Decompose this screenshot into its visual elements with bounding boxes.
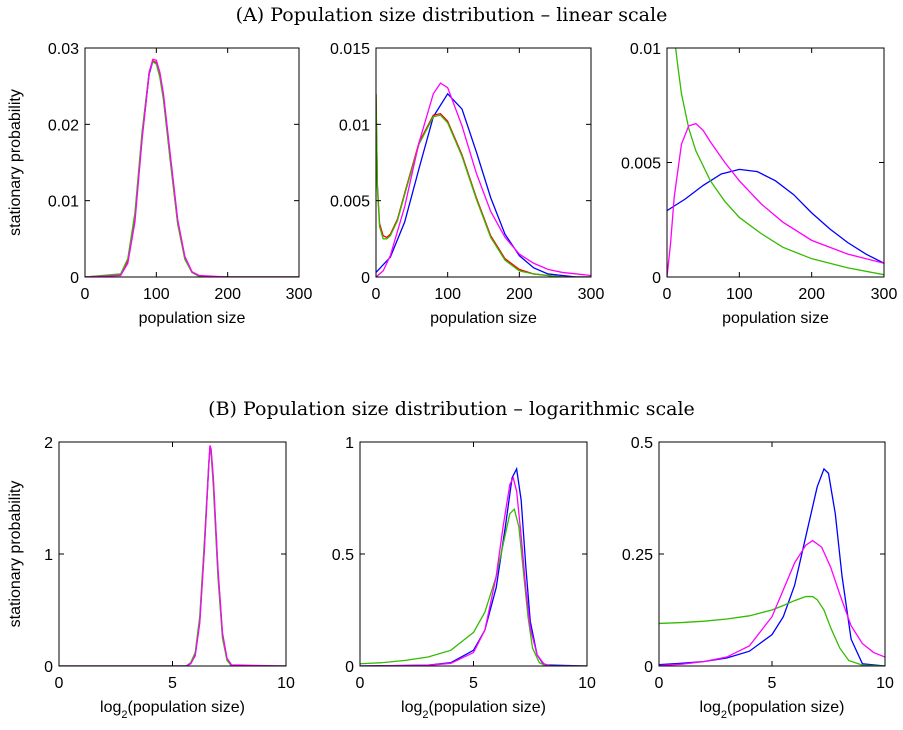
series-line-1 (659, 595, 885, 666)
x-tick-label: 0 (81, 286, 90, 303)
x-tick-label: 100 (726, 286, 753, 303)
x-tick-label: 300 (871, 286, 898, 303)
x-tick-label: 100 (143, 286, 170, 303)
series-line-1 (674, 48, 884, 276)
series-line-1 (59, 448, 286, 666)
x-tick-label: 10 (876, 675, 894, 692)
panel-b3: 0 5 10 0 0.25 0.5 log2(population size) (622, 435, 894, 721)
plot-frame (375, 47, 592, 278)
y-tick-label: 2 (44, 435, 53, 452)
series-line-0 (59, 447, 286, 666)
series-line-3 (85, 58, 299, 277)
series-line-2 (659, 539, 885, 666)
plot-frame (58, 441, 287, 667)
x-tick-label: 0 (655, 675, 664, 692)
series-line-2 (59, 445, 286, 666)
panel-a3: 0 100 200 300 0 0.005 0.01 population size (621, 41, 898, 327)
y-tick-label: 0 (70, 270, 79, 287)
x-tick-label: 0 (55, 675, 64, 692)
x-tick-label: 10 (578, 675, 596, 692)
y-axis-label: stationary probability (7, 89, 24, 236)
y-tick-label: 0.005 (330, 194, 370, 211)
series-line-3 (376, 82, 591, 277)
x-axis-label: population size (139, 310, 246, 327)
y-tick-label: 0.015 (330, 41, 370, 58)
y-tick-label: 0.03 (48, 41, 79, 58)
y-tick-label: 0.25 (622, 547, 653, 564)
x-tick-label: 0 (356, 675, 365, 692)
series-line-2 (667, 122, 884, 277)
series-line-2 (360, 475, 587, 666)
x-tick-label: 0 (663, 286, 672, 303)
x-axis-label: population size (430, 310, 537, 327)
y-tick-label: 0.01 (339, 117, 370, 134)
y-tick-label: 0.5 (631, 435, 653, 452)
section-a-title: (A) Population size distribution – linea… (235, 4, 668, 26)
x-axis-label: population size (722, 310, 829, 327)
x-tick-label: 300 (286, 286, 313, 303)
series-line-0 (360, 466, 587, 666)
x-tick-label: 200 (798, 286, 825, 303)
y-tick-label: 0.02 (48, 117, 79, 134)
x-axis-label: log2(population size) (700, 699, 845, 721)
x-tick-label: 10 (277, 675, 295, 692)
series-line-0 (376, 92, 591, 277)
y-tick-label: 0 (644, 659, 653, 676)
y-tick-label: 0.01 (48, 194, 79, 211)
panel-a1: 0 100 200 300 0 0.01 0.02 0.03 population size st… (7, 41, 312, 327)
x-tick-label: 5 (168, 675, 177, 692)
y-tick-label: 0 (652, 270, 661, 287)
panel-a2: 0 100 200 300 0 0.005 0.01 0.015 population size (330, 41, 604, 327)
y-tick-label: 1 (345, 435, 354, 452)
x-axis-label: log2(population size) (100, 699, 245, 721)
x-tick-label: 0 (372, 286, 381, 303)
series-line-0 (667, 168, 884, 264)
x-tick-label: 5 (469, 675, 478, 692)
y-tick-label: 0 (345, 659, 354, 676)
series-line-0 (659, 467, 885, 666)
series-line-1 (85, 60, 299, 277)
plot-frame (658, 441, 886, 667)
series-line-2 (376, 93, 591, 277)
x-axis-label: log2(population size) (401, 699, 546, 721)
y-axis-label: stationary probability (7, 481, 24, 628)
plot-frame (84, 47, 300, 278)
series-line-2 (85, 60, 299, 277)
y-tick-label: 0 (44, 659, 53, 676)
y-tick-label: 0.01 (630, 41, 661, 58)
x-tick-label: 200 (506, 286, 533, 303)
series-line-1 (360, 507, 587, 666)
panel-b1: 0 5 10 0 1 2 log2(population size) stationary p… (7, 435, 295, 721)
x-tick-label: 100 (434, 286, 461, 303)
x-tick-label: 300 (578, 286, 605, 303)
panel-b2: 0 5 10 0 0.5 1 log2(population size) (332, 435, 596, 721)
y-tick-label: 0 (361, 270, 370, 287)
y-tick-label: 0.5 (332, 547, 354, 564)
x-tick-label: 200 (214, 286, 241, 303)
y-tick-label: 1 (44, 547, 53, 564)
x-tick-label: 5 (768, 675, 777, 692)
section-b-title: (B) Population size distribution – logar… (208, 398, 695, 420)
series-line-0 (85, 60, 299, 277)
series-line-1 (376, 93, 591, 277)
y-tick-label: 0.005 (621, 156, 661, 173)
